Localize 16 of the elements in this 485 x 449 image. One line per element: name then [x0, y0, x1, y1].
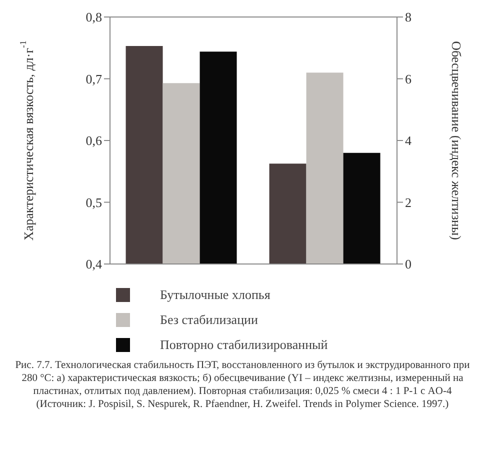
y-tick-label: 0,4 [86, 256, 102, 272]
text: (Источник: J. Pospisil, S. Nespurek, R. Pfaendner, H. Zweifel. Trends in Polymer Science. 1997.) [35, 398, 450, 411]
y2-tick-label: 2 [405, 194, 412, 210]
y-tick-label: 0,8 [86, 10, 102, 25]
y-tick-label: 0,5 [86, 194, 102, 210]
legend-label: Бутылочные хлопья [160, 286, 270, 302]
text: Рис. 7.7. Технологическая стабильность ПЭТ, восстановленного из бутылок и экструдированного при 280 °С: а) характеристическая вязкость; б) обесцвечивание (YI – индекс желтизны, измеренный на пластинах, отлитых под давлением). Повторная стабилизация: 0,025 % смеси 4 : 1 P-1 с AO-4 [14, 359, 471, 398]
legend-label: Без стабилизации [160, 312, 258, 328]
y2-tick-label: 0 [405, 256, 412, 272]
y-tick-label: 0,6 [86, 133, 102, 148]
y2-tick-label: 8 [405, 10, 412, 25]
legend-label: Повторно стабилизированный [160, 336, 328, 352]
y2-tick-label: 4 [405, 133, 412, 148]
y2-axis-title: Обесцвечивание (индекс желтизны) [450, 41, 464, 240]
y2-tick-label: 6 [405, 71, 412, 86]
y-tick-label: 0,7 [86, 71, 102, 86]
